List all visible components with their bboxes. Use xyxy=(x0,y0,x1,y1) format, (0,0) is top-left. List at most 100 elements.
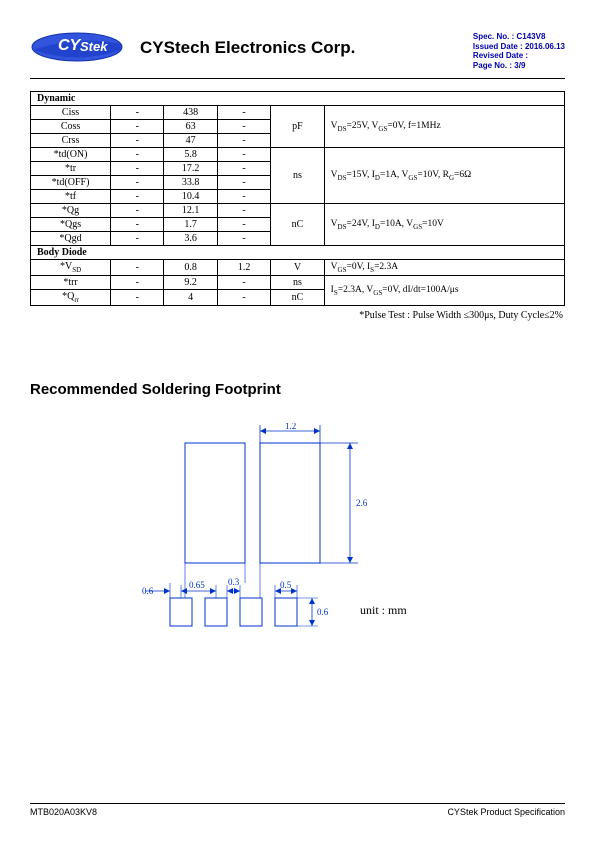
param-cell: *td(ON) xyxy=(31,148,111,162)
min-cell: - xyxy=(111,134,164,148)
param-cell: Coss xyxy=(31,120,111,134)
section-body-diode: Body Diode xyxy=(31,246,565,260)
min-cell: - xyxy=(111,176,164,190)
param-cell: Ciss xyxy=(31,106,111,120)
table-row: Ciss-438-pFVDS=25V, VGS=0V, f=1MHz xyxy=(31,106,565,120)
revised-label: Revised Date : xyxy=(473,51,528,60)
unit-cell: ns xyxy=(271,148,324,204)
unit-cell: V xyxy=(271,260,324,276)
small-pad xyxy=(240,598,262,626)
max-cell: - xyxy=(217,148,270,162)
max-cell: - xyxy=(217,276,270,290)
company-name: CYStech Electronics Corp. xyxy=(140,38,355,58)
param-cell: *td(OFF) xyxy=(31,176,111,190)
max-cell: - xyxy=(217,162,270,176)
max-cell: - xyxy=(217,290,270,306)
typ-cell: 63 xyxy=(164,120,217,134)
unit-cell: nC xyxy=(271,204,324,246)
param-cell: *Qgs xyxy=(31,218,111,232)
max-cell: - xyxy=(217,134,270,148)
unit-label: unit : mm xyxy=(360,603,407,618)
param-cell: Crss xyxy=(31,134,111,148)
min-cell: - xyxy=(111,120,164,134)
typ-cell: 12.1 xyxy=(164,204,217,218)
typ-cell: 1.7 xyxy=(164,218,217,232)
footer-right: CYStek Product Specification xyxy=(447,807,565,817)
small-pad xyxy=(170,598,192,626)
typ-cell: 438 xyxy=(164,106,217,120)
spec-info: Spec. No. : C143V8 Issued Date : 2016.06… xyxy=(473,32,565,70)
page-header: CY Stek CYStech Electronics Corp. Spec. … xyxy=(30,30,565,79)
section-dynamic: Dynamic xyxy=(31,92,565,106)
small-pad xyxy=(275,598,297,626)
page-label: Page No. : xyxy=(473,61,512,70)
min-cell: - xyxy=(111,290,164,306)
footer-left: MTB020A03KV8 xyxy=(30,807,97,817)
param-cell: *VSD xyxy=(31,260,111,276)
typ-cell: 3.6 xyxy=(164,232,217,246)
logo-text-stek: Stek xyxy=(80,39,108,54)
max-cell: - xyxy=(217,204,270,218)
max-cell: - xyxy=(217,190,270,204)
max-cell: - xyxy=(217,120,270,134)
param-cell: *trr xyxy=(31,276,111,290)
param-cell: *tf xyxy=(31,190,111,204)
typ-cell: 47 xyxy=(164,134,217,148)
company-logo: CY Stek xyxy=(30,30,125,65)
condition-cell: VDS=25V, VGS=0V, f=1MHz xyxy=(324,106,564,148)
table-row: *td(ON)-5.8-nsVDS=15V, ID=1A, VGS=10V, R… xyxy=(31,148,565,162)
max-cell: 1.2 xyxy=(217,260,270,276)
min-cell: - xyxy=(111,204,164,218)
dim-small-h: 0.6 xyxy=(317,607,329,617)
issued-date: 2016.06.13 xyxy=(525,42,565,51)
condition-cell: VGS=0V, IS=2.3A xyxy=(324,260,564,276)
condition-cell: IS=2.3A, VGS=0V, dI/dt=100A/μs xyxy=(324,276,564,306)
parameters-table: Dynamic Ciss-438-pFVDS=25V, VGS=0V, f=1M… xyxy=(30,91,565,306)
pulse-test-note: *Pulse Test : Pulse Width ≤300μs, Duty C… xyxy=(30,310,563,321)
max-cell: - xyxy=(217,106,270,120)
min-cell: - xyxy=(111,148,164,162)
param-cell: *Qg xyxy=(31,204,111,218)
min-cell: - xyxy=(111,106,164,120)
dim-small-w: 0.5 xyxy=(280,580,292,590)
max-cell: - xyxy=(217,176,270,190)
unit-cell: pF xyxy=(271,106,324,148)
table-row: *Qg-12.1-nCVDS=24V, ID=10A, VGS=10V xyxy=(31,204,565,218)
condition-cell: VDS=15V, ID=1A, VGS=10V, RG=6Ω xyxy=(324,148,564,204)
param-cell: *Qrr xyxy=(31,290,111,306)
table-row: *VSD-0.81.2VVGS=0V, IS=2.3A xyxy=(31,260,565,276)
dim-left-pad: 0.6 xyxy=(142,586,154,596)
condition-cell: VDS=24V, ID=10A, VGS=10V xyxy=(324,204,564,246)
small-pad xyxy=(205,598,227,626)
min-cell: - xyxy=(111,218,164,232)
min-cell: - xyxy=(111,260,164,276)
page-footer: MTB020A03KV8 CYStek Product Specificatio… xyxy=(30,803,565,817)
param-cell: *tr xyxy=(31,162,111,176)
dim-right: 2.6 xyxy=(356,498,368,508)
typ-cell: 33.8 xyxy=(164,176,217,190)
dim-pitch: 0.65 xyxy=(189,580,205,590)
min-cell: - xyxy=(111,232,164,246)
unit-cell: nC xyxy=(271,290,324,306)
min-cell: - xyxy=(111,162,164,176)
spec-no: C143V8 xyxy=(517,32,546,41)
footprint-title: Recommended Soldering Footprint xyxy=(30,381,565,398)
min-cell: - xyxy=(111,276,164,290)
large-pad-right xyxy=(260,443,320,563)
logo-text-cy: CY xyxy=(58,37,82,54)
dim-gap: 0.3 xyxy=(228,577,240,587)
spec-no-label: Spec. No. : xyxy=(473,32,514,41)
table-row: *trr-9.2-nsIS=2.3A, VGS=0V, dI/dt=100A/μ… xyxy=(31,276,565,290)
footprint-diagram: 1.2 2.6 0.6 xyxy=(130,423,565,656)
large-pad-left xyxy=(185,443,245,563)
param-cell: *Qgd xyxy=(31,232,111,246)
typ-cell: 9.2 xyxy=(164,276,217,290)
typ-cell: 0.8 xyxy=(164,260,217,276)
unit-cell: ns xyxy=(271,276,324,290)
typ-cell: 4 xyxy=(164,290,217,306)
max-cell: - xyxy=(217,218,270,232)
typ-cell: 5.8 xyxy=(164,148,217,162)
typ-cell: 10.4 xyxy=(164,190,217,204)
min-cell: - xyxy=(111,190,164,204)
max-cell: - xyxy=(217,232,270,246)
